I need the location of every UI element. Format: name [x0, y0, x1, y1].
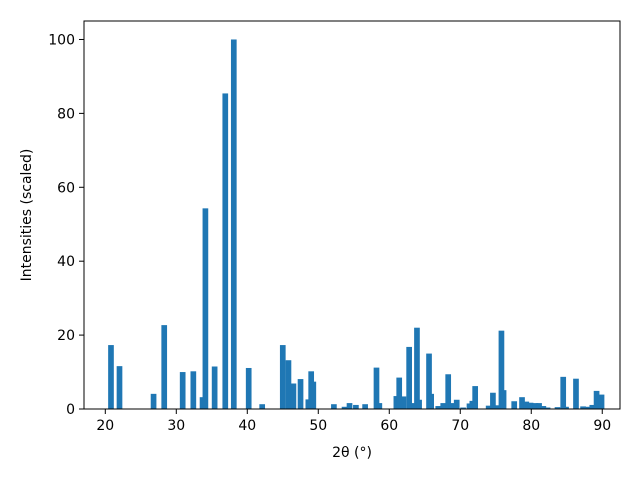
bar	[532, 403, 539, 409]
bar	[259, 404, 266, 409]
x-axis-label: 2θ (°)	[332, 445, 372, 461]
bar	[593, 390, 600, 409]
bar	[373, 367, 380, 409]
bar	[598, 394, 605, 409]
bar	[580, 406, 586, 409]
bar	[554, 407, 561, 409]
bar	[116, 366, 123, 409]
bar	[376, 403, 383, 409]
bar	[331, 404, 337, 409]
y-tick-label: 60	[57, 180, 75, 196]
plot-area: 20 30 40 50 60 70 80 90 0 20 40 60 80 100	[48, 20, 621, 434]
bar	[290, 383, 297, 409]
bar	[108, 345, 114, 409]
bar	[448, 403, 455, 409]
y-axis-ticks: 0 20 40 60 80 100	[48, 32, 84, 418]
bar	[414, 327, 420, 409]
bar	[460, 407, 466, 409]
bar	[353, 404, 359, 409]
bar	[472, 386, 479, 409]
bar	[589, 404, 596, 409]
bar	[453, 399, 460, 409]
bar	[297, 379, 304, 409]
bar	[573, 378, 579, 409]
x-tick-label: 60	[380, 418, 398, 434]
x-tick-label: 40	[238, 418, 256, 434]
bar	[490, 392, 496, 409]
x-tick-label: 50	[309, 418, 327, 434]
bar	[400, 396, 407, 409]
bar	[563, 406, 569, 409]
bar	[440, 403, 447, 409]
bar	[310, 381, 317, 409]
bar-series	[108, 39, 605, 410]
bar	[222, 93, 229, 410]
bar	[190, 371, 197, 409]
bar	[485, 405, 492, 409]
bar	[495, 405, 501, 409]
bar	[426, 353, 432, 409]
y-axis-label: Intensities (scaled)	[19, 149, 35, 282]
bar	[428, 393, 434, 409]
bar	[230, 39, 237, 409]
x-tick-label: 90	[593, 418, 611, 434]
bar	[150, 393, 157, 409]
bar	[519, 397, 525, 409]
y-tick-label: 20	[57, 328, 75, 344]
bar	[511, 401, 518, 409]
bar	[445, 374, 452, 409]
y-tick-label: 80	[57, 106, 75, 122]
x-axis-ticks: 20 30 40 50 60 70 80 90	[96, 409, 611, 434]
bar	[544, 407, 551, 409]
bar	[500, 390, 507, 409]
bar	[560, 376, 567, 409]
bar	[161, 325, 168, 409]
bar	[362, 404, 368, 409]
x-tick-label: 70	[451, 418, 469, 434]
bar	[536, 403, 542, 409]
bar	[406, 346, 412, 409]
bar	[279, 345, 286, 409]
bar	[584, 406, 591, 409]
bar	[346, 403, 353, 409]
bar	[540, 406, 547, 409]
y-tick-label: 40	[57, 254, 75, 270]
bar	[179, 372, 186, 409]
bar	[202, 208, 209, 409]
x-tick-label: 20	[96, 418, 114, 434]
axes-frame	[83, 20, 621, 410]
bar	[285, 360, 292, 409]
bar	[396, 377, 403, 409]
y-tick-label: 0	[66, 402, 75, 418]
bar	[211, 366, 218, 409]
bar	[245, 367, 252, 409]
bar	[498, 330, 505, 409]
x-tick-label: 80	[522, 418, 540, 434]
bar	[523, 401, 530, 409]
bar	[416, 399, 422, 409]
x-tick-label: 30	[167, 418, 185, 434]
bar	[527, 402, 534, 409]
y-tick-label: 100	[48, 32, 75, 48]
bar	[435, 406, 442, 409]
bar	[341, 406, 348, 409]
